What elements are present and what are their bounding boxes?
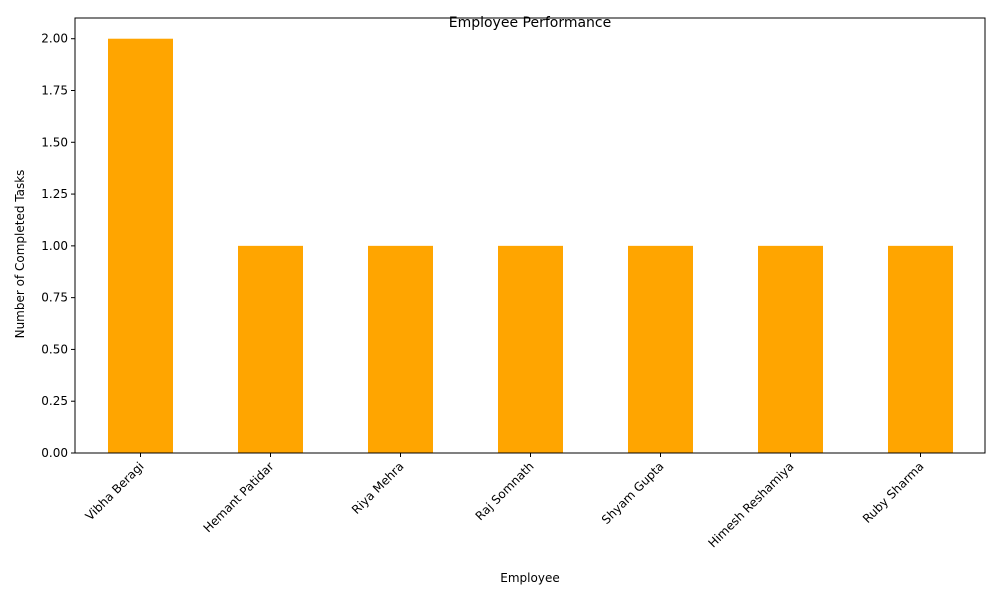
x-axis-ticks: Vibha Beragi Hemant Patidar Riya Mehra Raj …: [83, 453, 927, 550]
y-tick-label: 2.00: [41, 32, 68, 46]
y-axis-ticks: 0.00 0.25 0.50 0.75 1.00 1.25 1.50 1.75 2.00: [41, 32, 75, 460]
bar-himesh-reshamiya: [758, 245, 823, 453]
x-tick-label: Himesh Reshamiya: [705, 459, 796, 550]
bar-riya-mehra: [368, 245, 433, 453]
y-tick-label: 1.25: [41, 187, 68, 201]
chart-title: Employee Performance: [449, 15, 612, 31]
bar-hemant-patidar: [238, 245, 303, 453]
bar-raj-somnath: [498, 245, 563, 453]
x-tick-label: Ruby Sharma: [860, 459, 927, 526]
y-tick-label: 0.50: [41, 342, 68, 356]
x-tick-label: Shyam Gupta: [599, 459, 667, 527]
y-tick-label: 0.75: [41, 291, 68, 305]
x-tick-label: Riya Mehra: [349, 459, 407, 517]
bars-layer: [108, 38, 953, 453]
bar-ruby-sharma: [888, 245, 953, 453]
x-tick-label: Vibha Beragi: [83, 459, 147, 523]
y-axis-label: Number of Completed Tasks: [13, 170, 27, 339]
x-axis-label: Employee: [500, 571, 559, 585]
bar-shyam-gupta: [628, 245, 693, 453]
bar-vibha-beragi: [108, 38, 173, 453]
y-tick-label: 1.50: [41, 135, 68, 149]
y-tick-label: 0.00: [41, 446, 68, 460]
y-tick-label: 0.25: [41, 394, 68, 408]
y-tick-label: 1.75: [41, 84, 68, 98]
x-tick-label: Raj Somnath: [473, 459, 537, 523]
x-tick-label: Hemant Patidar: [201, 459, 277, 535]
y-tick-label: 1.00: [41, 239, 68, 253]
plot-frame: [74, 17, 986, 454]
